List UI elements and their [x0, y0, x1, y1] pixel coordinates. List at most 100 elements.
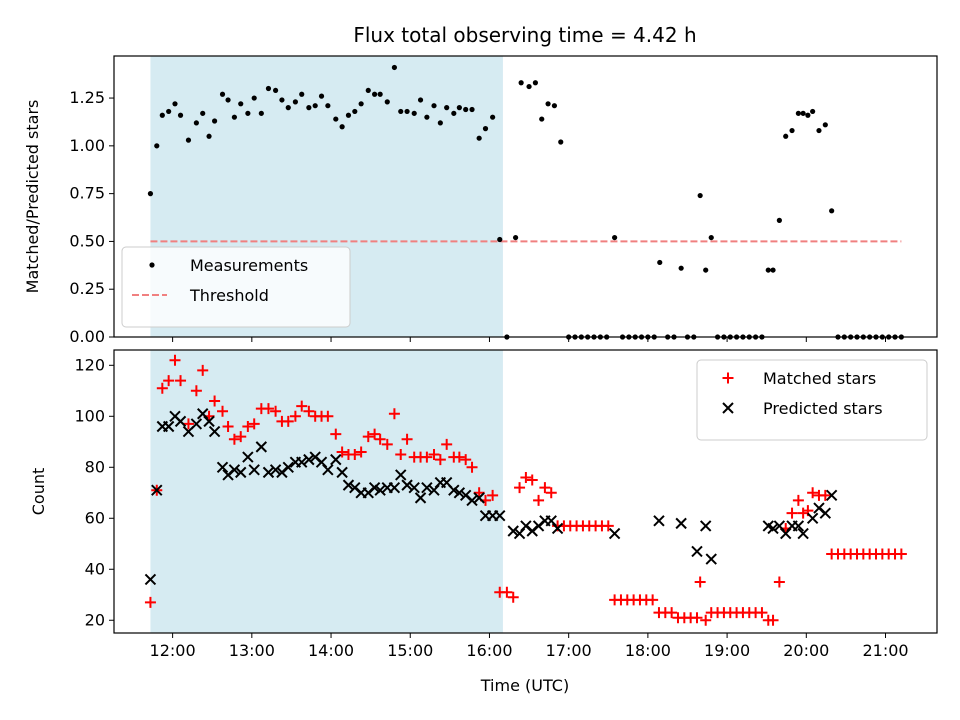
data-point [255, 441, 268, 453]
data-point [368, 481, 381, 494]
y-tick-label: 120 [74, 355, 105, 374]
axes-frame [113, 55, 938, 338]
data-point [545, 487, 557, 499]
data-point [325, 103, 331, 109]
data-point [453, 487, 466, 499]
y-tick-label: 0.75 [69, 184, 105, 203]
data-point [166, 108, 172, 115]
data-point [306, 105, 312, 111]
data-point [490, 114, 496, 120]
data-point [703, 267, 709, 273]
y-tick-label: 20 [85, 610, 105, 629]
data-point [362, 431, 374, 443]
data-point [473, 492, 485, 504]
data-point [765, 267, 771, 273]
data-point [482, 126, 489, 132]
data-point [216, 461, 229, 473]
data-point [421, 451, 433, 463]
data-point [411, 110, 417, 116]
data-point [428, 449, 440, 461]
data-point [756, 607, 768, 619]
count-panel: 20 40 60 80 100 120 12:00 13:00 14:00 15:00 16:00 1… [29, 349, 938, 660]
data-point [228, 433, 240, 445]
data-point [653, 515, 665, 527]
data-point [206, 133, 212, 139]
y-axis-title: Matched/Predicted stars [23, 100, 42, 294]
data-point [235, 466, 247, 479]
data-point [895, 548, 907, 560]
data-point [330, 428, 342, 440]
data-point [444, 105, 450, 111]
data-point [431, 103, 437, 109]
data-point [156, 382, 168, 394]
data-point [159, 112, 165, 118]
data-point [172, 101, 178, 107]
data-point [545, 101, 551, 107]
y-tick-label: 1.25 [69, 88, 105, 107]
data-point [251, 95, 257, 101]
data-point [797, 507, 809, 519]
data-point [705, 553, 717, 565]
data-point [211, 118, 218, 124]
data-point [322, 464, 334, 476]
data-point [501, 586, 513, 598]
data-point [144, 596, 156, 608]
data-point [514, 482, 526, 494]
y-tick-label: 0.25 [69, 279, 105, 298]
ratio-panel: 0.00 0.25 0.50 0.75 1.00 1.25 Matched/Predicte… [23, 55, 938, 346]
data-point [238, 101, 244, 107]
data-point [678, 265, 684, 271]
data-point [342, 479, 355, 491]
data-point [466, 494, 478, 507]
data-point [612, 234, 618, 241]
data-point [336, 466, 348, 479]
data-point [208, 425, 221, 438]
y-tick-label: 0.50 [69, 231, 105, 250]
data-point [369, 428, 381, 440]
y-tick-label: 60 [85, 508, 105, 527]
data-point [697, 192, 703, 199]
x-axis-title: Time (UTC) [480, 676, 569, 695]
data-point [526, 474, 538, 486]
data-point [792, 494, 804, 506]
data-point [532, 80, 539, 86]
data-point [786, 507, 798, 519]
data-point [806, 512, 819, 524]
data-point [381, 438, 393, 450]
data-point [819, 489, 831, 501]
data-point [494, 510, 506, 522]
data-point [551, 522, 564, 535]
legend: Matched stars Predicted stars [696, 359, 928, 441]
data-point [770, 267, 776, 273]
data-point [451, 110, 457, 116]
data-point [602, 520, 614, 532]
data-point [162, 420, 175, 433]
data-point [487, 489, 499, 501]
x-tick-label: 17:00 [546, 641, 592, 660]
data-point [248, 464, 260, 476]
data-point [222, 420, 234, 432]
x-tick-label: 15:00 [387, 641, 433, 660]
data-point [810, 108, 816, 115]
data-point [262, 466, 275, 479]
data-point [421, 481, 433, 494]
data-point [374, 484, 386, 496]
data-point [700, 614, 712, 626]
axes-frame [113, 349, 938, 634]
data-point [265, 85, 272, 92]
data-point [795, 110, 801, 116]
data-point [177, 112, 184, 118]
data-point [352, 108, 358, 115]
data-point [441, 438, 453, 450]
data-point [520, 471, 532, 483]
data-point [789, 127, 795, 134]
data-point [807, 487, 819, 499]
legend-label: Measurements [190, 256, 308, 275]
series-matched-stars [144, 354, 907, 626]
data-point [365, 87, 371, 94]
data-point [197, 364, 209, 376]
data-point [190, 385, 202, 397]
data-point [330, 453, 342, 466]
y-tick-label: 1.00 [69, 136, 105, 155]
legend-box [696, 359, 928, 441]
